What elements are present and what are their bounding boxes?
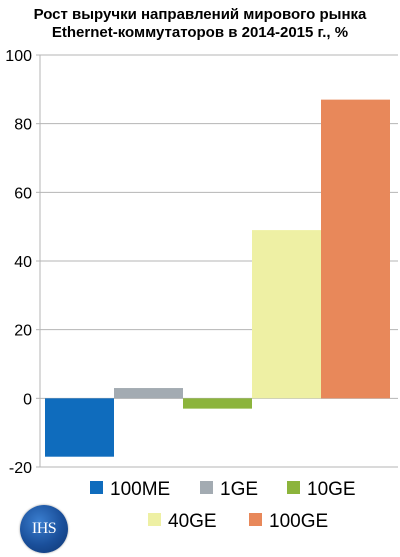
y-tick-label-0: -20	[9, 460, 32, 477]
y-tick-label-3: 40	[14, 254, 32, 271]
y-tick-label-5: 80	[14, 117, 32, 134]
chart-title: Рост выручки направлений мирового рынка …	[0, 6, 400, 42]
chart-title-line-2: Ethernet-коммутаторов в 2014-2015 г., %	[51, 24, 349, 41]
legend-label-10ge: 10GE	[307, 479, 356, 500]
legend-swatch-10ge	[287, 481, 300, 494]
legend-label-100me: 100ME	[110, 479, 170, 500]
ihs-logo-text: IHS	[31, 520, 57, 537]
bar-10ge	[183, 398, 252, 409]
y-tick-label-1: 0	[23, 391, 32, 408]
bar-1ge	[114, 388, 183, 399]
ihs-logo: IHS	[20, 505, 68, 553]
bar-40ge	[252, 230, 321, 399]
y-axis: -20 0 20 40 60 80 100	[5, 48, 41, 477]
bar-100me	[45, 398, 114, 457]
legend-swatch-100ge	[249, 513, 262, 526]
y-tick-label-4: 60	[14, 185, 32, 202]
legend-swatch-100me	[90, 481, 103, 494]
legend-label-1ge: 1GE	[220, 479, 258, 500]
legend-label-40ge: 40GE	[168, 511, 217, 532]
bars	[45, 99, 390, 457]
chart-title-line-1: Рост выручки направлений мирового рынка	[33, 6, 367, 23]
legend-swatch-40ge	[148, 513, 161, 526]
legend: 100ME 1GE 10GE 40GE 100GE	[90, 479, 356, 532]
y-tick-label-2: 20	[14, 323, 32, 340]
legend-swatch-1ge	[200, 481, 213, 494]
bar-100ge	[321, 99, 390, 399]
legend-label-100ge: 100GE	[269, 511, 328, 532]
y-tick-label-6: 100	[5, 48, 32, 65]
